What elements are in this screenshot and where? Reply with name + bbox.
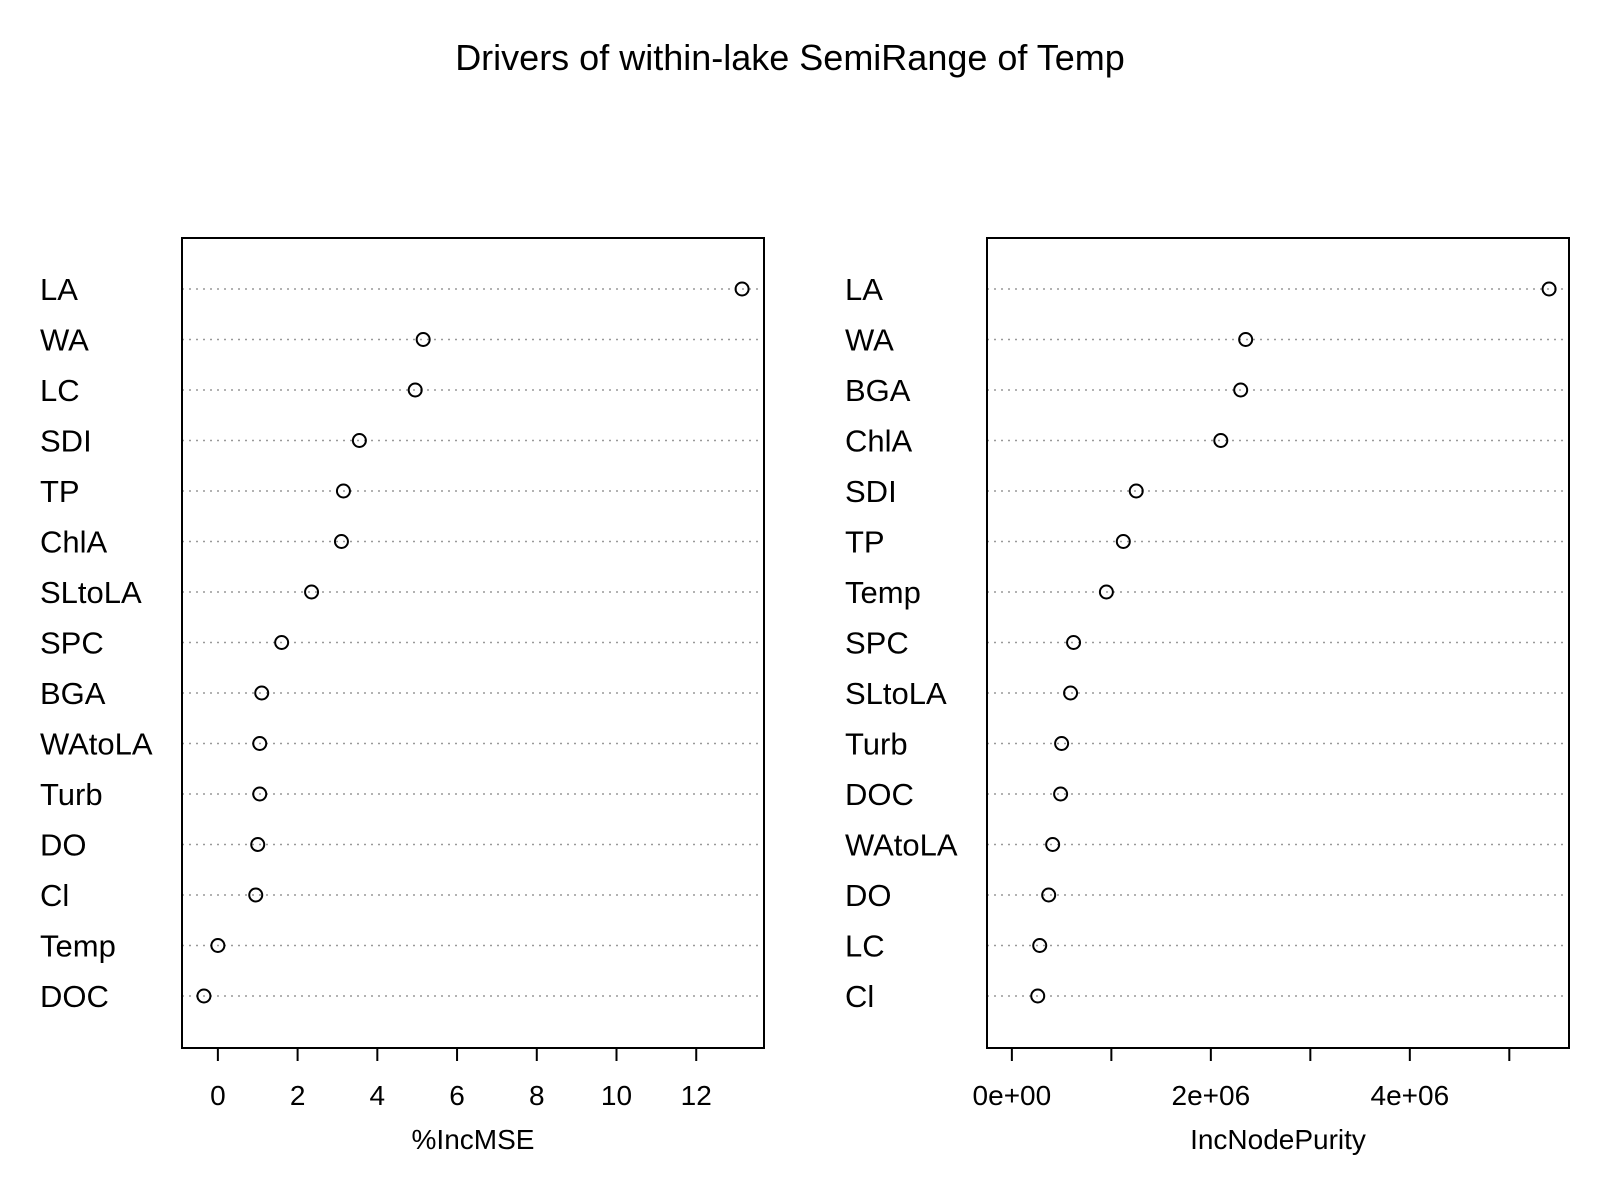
incmse-x-tick-label: 0 <box>210 1080 226 1111</box>
incnodepurity-point-temp <box>1098 584 1114 600</box>
incnodepurity-label-watola: WAtoLA <box>845 828 958 863</box>
incmse-point-sltola <box>304 584 320 600</box>
incnodepurity-x-axis-title: IncNodePurity <box>1190 1124 1366 1155</box>
incmse-point-do <box>250 837 266 852</box>
incmse-panel: LAWALCSDITPChlASLtoLASPCBGAWAtoLATurbDOC… <box>40 237 765 1155</box>
incnodepurity-label-wa: WA <box>845 323 894 358</box>
incmse-label-bga: BGA <box>40 676 106 711</box>
incmse-plot-frame <box>181 237 765 1049</box>
incmse-label-sdi: SDI <box>40 424 92 459</box>
incmse-label-watola: WAtoLA <box>40 727 153 762</box>
incnodepurity-label-sdi: SDI <box>845 474 897 509</box>
incmse-point-turb <box>252 786 268 802</box>
incnodepurity-plot-frame <box>986 237 1570 1049</box>
incnodepurity-point-la <box>1541 281 1557 297</box>
incmse-x-tick-label: 4 <box>370 1080 386 1111</box>
incmse-point-watola <box>252 736 268 751</box>
incmse-point-la <box>734 281 750 297</box>
incmse-x-axis-title: %IncMSE <box>412 1124 535 1155</box>
incmse-point-sdi <box>351 433 367 448</box>
incnodepurity-point-watola <box>1045 837 1061 852</box>
incmse-label-wa: WA <box>40 323 89 358</box>
incmse-point-spc <box>274 635 290 650</box>
incnodepurity-label-lc: LC <box>845 929 885 964</box>
chart-title: Drivers of within-lake SemiRange of Temp <box>455 37 1125 78</box>
incmse-point-cl <box>248 887 264 903</box>
incmse-x-tick-label: 2 <box>290 1080 306 1111</box>
incmse-x-tick-label: 10 <box>601 1080 632 1111</box>
incnodepurity-point-turb <box>1054 736 1070 751</box>
incnodepurity-label-doc: DOC <box>845 777 914 812</box>
incnodepurity-label-do: DO <box>845 878 892 913</box>
incmse-point-bga <box>254 685 270 701</box>
incmse-label-la: LA <box>40 272 78 307</box>
incmse-point-wa <box>415 332 431 347</box>
incmse-label-do: DO <box>40 828 87 863</box>
incmse-label-temp: Temp <box>40 929 116 964</box>
incnodepurity-x-tick-label: 2e+06 <box>1172 1080 1251 1111</box>
incnodepurity-point-lc <box>1032 938 1048 953</box>
incnodepurity-point-bga <box>1233 382 1249 398</box>
incmse-label-doc: DOC <box>40 979 109 1014</box>
incmse-point-temp <box>210 938 226 953</box>
incmse-label-cl: Cl <box>40 878 69 913</box>
incnodepurity-label-sltola: SLtoLA <box>845 676 947 711</box>
incmse-point-doc <box>196 988 212 1004</box>
incmse-point-tp <box>335 483 351 499</box>
incnodepurity-x-tick-label: 4e+06 <box>1371 1080 1450 1111</box>
incmse-label-chla: ChlA <box>40 525 108 560</box>
incnodepurity-point-do <box>1041 887 1057 903</box>
incnodepurity-label-tp: TP <box>845 525 885 560</box>
incnodepurity-panel: LA WA BGA ChlA SDI TP Temp SPC SLtoLA Turb DOC WAto… <box>845 237 1570 1155</box>
incmse-label-sltola: SLtoLA <box>40 575 142 610</box>
incnodepurity-label-temp: Temp <box>845 575 921 610</box>
incnodepurity-label-chla: ChlA <box>845 424 913 459</box>
incmse-label-turb: Turb <box>40 777 103 812</box>
incnodepurity-point-spc <box>1066 635 1082 650</box>
incnodepurity-label-spc: SPC <box>845 626 909 661</box>
incnodepurity-label-la: LA <box>845 272 883 307</box>
incnodepurity-point-sdi <box>1128 483 1144 499</box>
incmse-x-tick-label: 12 <box>681 1080 712 1111</box>
incnodepurity-x-tick-label: 0e+00 <box>973 1080 1052 1111</box>
incnodepurity-label-turb: Turb <box>845 727 908 762</box>
incnodepurity-label-bga: BGA <box>845 373 911 408</box>
incnodepurity-label-cl: Cl <box>845 979 874 1014</box>
incnodepurity-point-doc <box>1053 786 1069 802</box>
incmse-point-lc <box>407 382 423 398</box>
incnodepurity-point-chla <box>1213 433 1229 448</box>
incnodepurity-point-tp <box>1115 534 1131 549</box>
incmse-label-lc: LC <box>40 373 80 408</box>
incmse-x-tick-label: 6 <box>449 1080 465 1111</box>
incnodepurity-point-cl <box>1030 988 1046 1004</box>
incmse-point-chla <box>333 534 349 549</box>
incmse-label-tp: TP <box>40 474 80 509</box>
incmse-label-spc: SPC <box>40 626 104 661</box>
incnodepurity-point-sltola <box>1063 685 1079 701</box>
incmse-x-tick-label: 8 <box>529 1080 545 1111</box>
incnodepurity-point-wa <box>1238 332 1254 347</box>
